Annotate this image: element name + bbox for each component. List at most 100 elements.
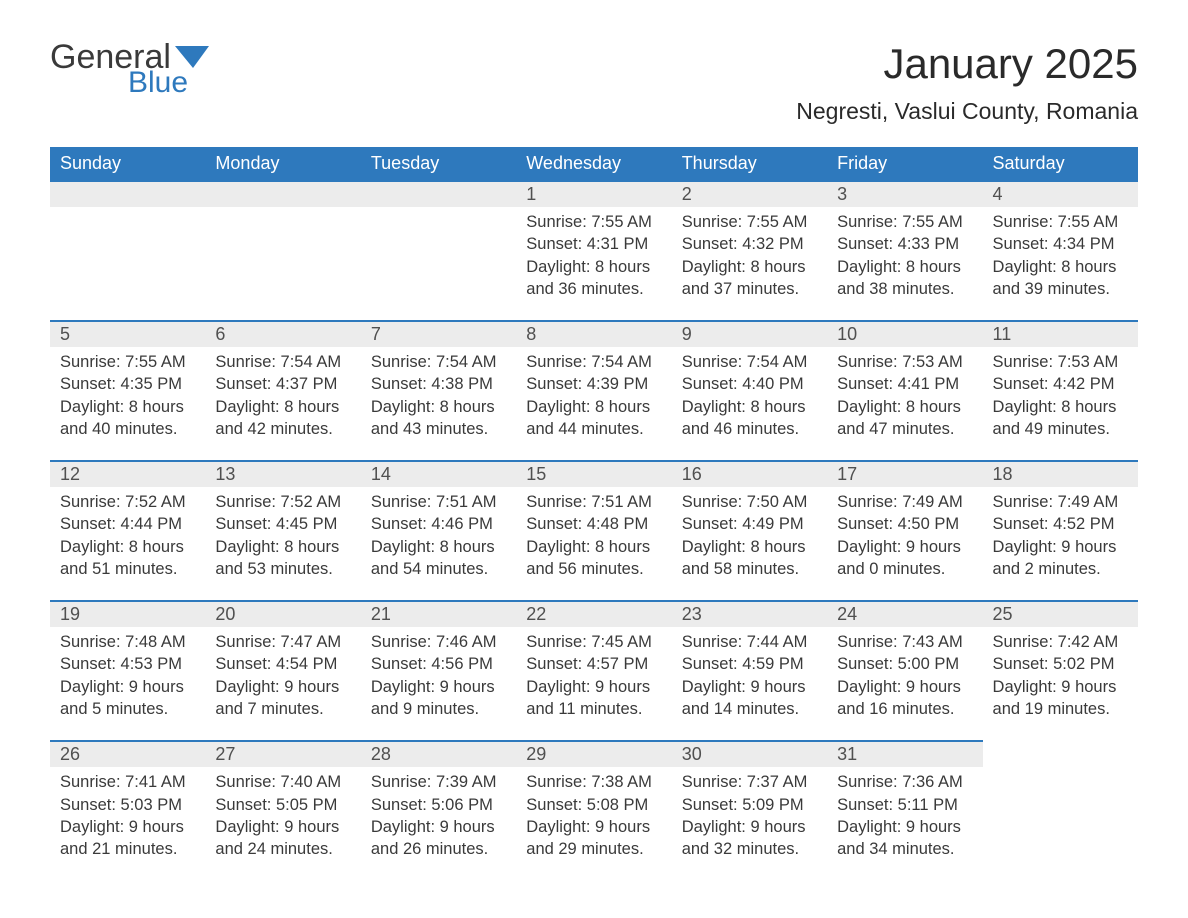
sunrise-line: Sunrise: 7:51 AM bbox=[526, 491, 661, 513]
sunrise-line: Sunrise: 7:54 AM bbox=[526, 351, 661, 373]
day-number-cell: 4 bbox=[983, 181, 1138, 207]
location-text: Negresti, Vaslui County, Romania bbox=[796, 98, 1138, 125]
day-info-cell: Sunrise: 7:54 AMSunset: 4:39 PMDaylight:… bbox=[516, 347, 671, 461]
day-info-row: Sunrise: 7:55 AMSunset: 4:31 PMDaylight:… bbox=[50, 207, 1138, 321]
weekday-header: Tuesday bbox=[361, 147, 516, 181]
month-title: January 2025 bbox=[796, 40, 1138, 88]
sunset-line: Sunset: 4:35 PM bbox=[60, 373, 195, 395]
sunrise-line: Sunrise: 7:53 AM bbox=[837, 351, 972, 373]
sunrise-line: Sunrise: 7:42 AM bbox=[993, 631, 1128, 653]
daylight-line: Daylight: 8 hours and 46 minutes. bbox=[682, 396, 817, 441]
sunrise-line: Sunrise: 7:49 AM bbox=[837, 491, 972, 513]
daylight-line: Daylight: 9 hours and 7 minutes. bbox=[215, 676, 350, 721]
day-number-cell: 19 bbox=[50, 601, 205, 627]
sunrise-line: Sunrise: 7:44 AM bbox=[682, 631, 817, 653]
sunrise-line: Sunrise: 7:55 AM bbox=[60, 351, 195, 373]
calendar-table: Sunday Monday Tuesday Wednesday Thursday… bbox=[50, 147, 1138, 880]
sunrise-line: Sunrise: 7:46 AM bbox=[371, 631, 506, 653]
daylight-line: Daylight: 9 hours and 24 minutes. bbox=[215, 816, 350, 861]
weekday-header: Thursday bbox=[672, 147, 827, 181]
day-number-cell: 14 bbox=[361, 461, 516, 487]
day-number-cell: 24 bbox=[827, 601, 982, 627]
day-number-cell bbox=[983, 741, 1138, 767]
sunrise-line: Sunrise: 7:51 AM bbox=[371, 491, 506, 513]
day-number-cell: 15 bbox=[516, 461, 671, 487]
sunset-line: Sunset: 5:03 PM bbox=[60, 794, 195, 816]
daylight-line: Daylight: 9 hours and 26 minutes. bbox=[371, 816, 506, 861]
title-block: January 2025 Negresti, Vaslui County, Ro… bbox=[796, 40, 1138, 139]
daylight-line: Daylight: 9 hours and 14 minutes. bbox=[682, 676, 817, 721]
weekday-header: Monday bbox=[205, 147, 360, 181]
sunrise-line: Sunrise: 7:55 AM bbox=[837, 211, 972, 233]
sunrise-line: Sunrise: 7:54 AM bbox=[682, 351, 817, 373]
day-info-cell: Sunrise: 7:39 AMSunset: 5:06 PMDaylight:… bbox=[361, 767, 516, 880]
header-bar: General Blue January 2025 Negresti, Vasl… bbox=[50, 40, 1138, 139]
sunset-line: Sunset: 4:45 PM bbox=[215, 513, 350, 535]
sunrise-line: Sunrise: 7:48 AM bbox=[60, 631, 195, 653]
day-info-cell bbox=[361, 207, 516, 321]
day-number-row: 12131415161718 bbox=[50, 461, 1138, 487]
sunset-line: Sunset: 4:41 PM bbox=[837, 373, 972, 395]
sunrise-line: Sunrise: 7:54 AM bbox=[215, 351, 350, 373]
sunset-line: Sunset: 4:39 PM bbox=[526, 373, 661, 395]
daylight-line: Daylight: 8 hours and 39 minutes. bbox=[993, 256, 1128, 301]
day-number-row: 262728293031 bbox=[50, 741, 1138, 767]
day-info-cell: Sunrise: 7:55 AMSunset: 4:31 PMDaylight:… bbox=[516, 207, 671, 321]
day-info-cell: Sunrise: 7:44 AMSunset: 4:59 PMDaylight:… bbox=[672, 627, 827, 741]
sunrise-line: Sunrise: 7:55 AM bbox=[526, 211, 661, 233]
sunset-line: Sunset: 4:34 PM bbox=[993, 233, 1128, 255]
day-info-cell bbox=[983, 767, 1138, 880]
day-number-cell: 10 bbox=[827, 321, 982, 347]
sunset-line: Sunset: 4:38 PM bbox=[371, 373, 506, 395]
daylight-line: Daylight: 8 hours and 42 minutes. bbox=[215, 396, 350, 441]
day-info-cell: Sunrise: 7:43 AMSunset: 5:00 PMDaylight:… bbox=[827, 627, 982, 741]
day-info-cell: Sunrise: 7:55 AMSunset: 4:35 PMDaylight:… bbox=[50, 347, 205, 461]
sunrise-line: Sunrise: 7:52 AM bbox=[60, 491, 195, 513]
daylight-line: Daylight: 9 hours and 0 minutes. bbox=[837, 536, 972, 581]
day-number-cell: 30 bbox=[672, 741, 827, 767]
day-info-cell bbox=[50, 207, 205, 321]
sunrise-line: Sunrise: 7:37 AM bbox=[682, 771, 817, 793]
day-number-cell: 25 bbox=[983, 601, 1138, 627]
day-info-cell: Sunrise: 7:47 AMSunset: 4:54 PMDaylight:… bbox=[205, 627, 360, 741]
day-info-row: Sunrise: 7:48 AMSunset: 4:53 PMDaylight:… bbox=[50, 627, 1138, 741]
day-number-row: 567891011 bbox=[50, 321, 1138, 347]
sunset-line: Sunset: 4:46 PM bbox=[371, 513, 506, 535]
sunset-line: Sunset: 5:05 PM bbox=[215, 794, 350, 816]
sunrise-line: Sunrise: 7:54 AM bbox=[371, 351, 506, 373]
day-info-row: Sunrise: 7:55 AMSunset: 4:35 PM Daylight:… bbox=[50, 347, 1138, 461]
daylight-line: Daylight: 8 hours and 51 minutes. bbox=[60, 536, 195, 581]
day-info-cell: Sunrise: 7:36 AMSunset: 5:11 PMDaylight:… bbox=[827, 767, 982, 880]
sunset-line: Sunset: 5:06 PM bbox=[371, 794, 506, 816]
weekday-header: Saturday bbox=[983, 147, 1138, 181]
day-info-cell: Sunrise: 7:55 AMSunset: 4:32 PMDaylight:… bbox=[672, 207, 827, 321]
day-info-cell: Sunrise: 7:38 AMSunset: 5:08 PMDaylight:… bbox=[516, 767, 671, 880]
sunset-line: Sunset: 5:00 PM bbox=[837, 653, 972, 675]
daylight-line: Daylight: 9 hours and 34 minutes. bbox=[837, 816, 972, 861]
sunrise-line: Sunrise: 7:36 AM bbox=[837, 771, 972, 793]
day-number-cell bbox=[50, 181, 205, 207]
day-number-cell: 12 bbox=[50, 461, 205, 487]
day-number-cell: 18 bbox=[983, 461, 1138, 487]
day-number-cell: 26 bbox=[50, 741, 205, 767]
brand-word-2: Blue bbox=[128, 68, 209, 98]
day-number-cell bbox=[205, 181, 360, 207]
day-number-cell: 16 bbox=[672, 461, 827, 487]
day-info-cell: Sunrise: 7:49 AMSunset: 4:50 PMDaylight:… bbox=[827, 487, 982, 601]
daylight-line: Daylight: 8 hours and 56 minutes. bbox=[526, 536, 661, 581]
daylight-line: Daylight: 9 hours and 9 minutes. bbox=[371, 676, 506, 721]
day-info-cell: Sunrise: 7:40 AMSunset: 5:05 PMDaylight:… bbox=[205, 767, 360, 880]
sunrise-line: Sunrise: 7:52 AM bbox=[215, 491, 350, 513]
day-number-cell: 7 bbox=[361, 321, 516, 347]
day-info-cell: Sunrise: 7:49 AMSunset: 4:52 PMDaylight:… bbox=[983, 487, 1138, 601]
weekday-header-row: Sunday Monday Tuesday Wednesday Thursday… bbox=[50, 147, 1138, 181]
day-info-cell: Sunrise: 7:54 AMSunset: 4:38 PMDaylight:… bbox=[361, 347, 516, 461]
sunrise-line: Sunrise: 7:55 AM bbox=[682, 211, 817, 233]
sunset-line: Sunset: 4:42 PM bbox=[993, 373, 1128, 395]
day-number-cell: 23 bbox=[672, 601, 827, 627]
sunset-line: Sunset: 4:44 PM bbox=[60, 513, 195, 535]
sunset-line: Sunset: 4:50 PM bbox=[837, 513, 972, 535]
daylight-line: Daylight: 8 hours and 49 minutes. bbox=[993, 396, 1128, 441]
sunrise-line: Sunrise: 7:40 AM bbox=[215, 771, 350, 793]
brand-logo: General Blue bbox=[50, 40, 209, 98]
